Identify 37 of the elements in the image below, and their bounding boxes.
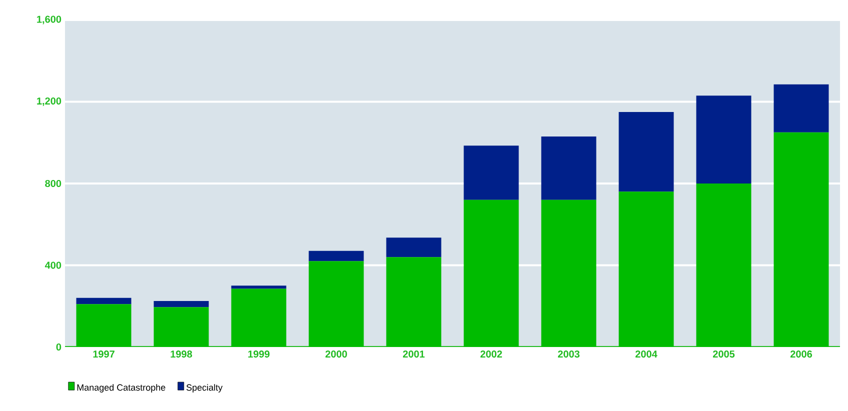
x-tick-label: 1998 xyxy=(170,350,192,358)
bar xyxy=(774,132,829,347)
bar xyxy=(774,84,829,132)
bar xyxy=(154,301,209,308)
bar xyxy=(464,200,519,347)
bar xyxy=(76,304,132,347)
x-tick-label: 2005 xyxy=(712,350,735,358)
bar xyxy=(308,261,364,347)
bar xyxy=(231,286,286,289)
x-tick-label: 2006 xyxy=(790,350,812,358)
y-tick-label: 1,200 xyxy=(37,97,62,106)
legend-label: Managed Catastrophe xyxy=(77,384,166,392)
x-tick-label: 2003 xyxy=(558,350,580,358)
y-tick-label: 0 xyxy=(56,343,62,351)
bar xyxy=(618,192,674,347)
bar xyxy=(541,200,596,347)
bar xyxy=(464,146,519,200)
y-tick-label: 800 xyxy=(45,180,62,188)
bar xyxy=(308,250,364,262)
bar xyxy=(386,238,442,258)
bar xyxy=(154,307,209,347)
x-tick-label: 2002 xyxy=(480,350,502,358)
x-tick-label: 1997 xyxy=(93,350,114,358)
x-tick-label: 2000 xyxy=(325,350,347,358)
y-tick-label: 400 xyxy=(44,262,62,269)
bar xyxy=(541,136,596,200)
bar xyxy=(618,112,674,192)
y-tick-label: 1,600 xyxy=(37,16,62,24)
x-tick-label: 2004 xyxy=(635,350,658,358)
bar xyxy=(231,288,286,347)
bar xyxy=(696,183,752,347)
bar xyxy=(76,298,132,304)
bar xyxy=(696,96,752,184)
legend-label: Specialty xyxy=(186,384,223,392)
bar xyxy=(386,257,442,347)
x-tick-label: 1999 xyxy=(248,350,270,358)
x-tick-label: 2001 xyxy=(402,350,425,358)
